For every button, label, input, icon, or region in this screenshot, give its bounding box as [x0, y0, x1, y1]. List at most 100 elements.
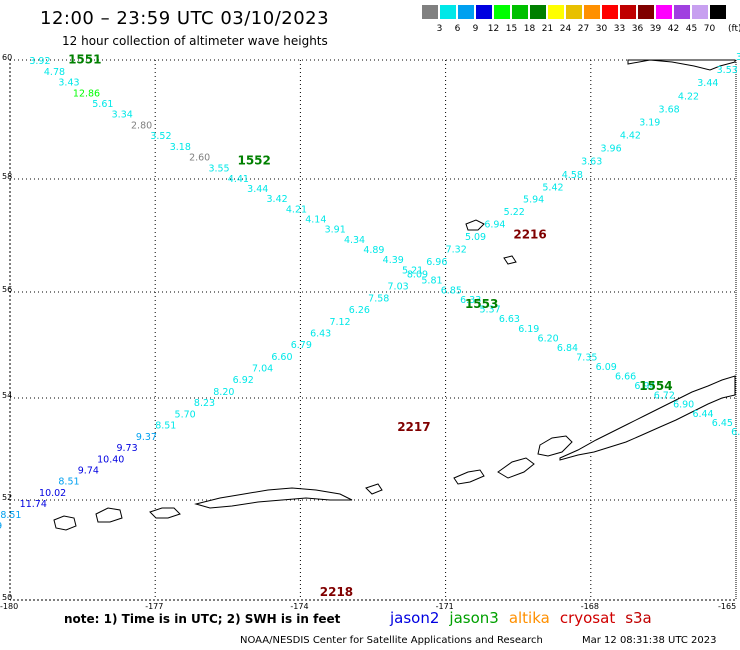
satellite-name: jason2 [390, 609, 440, 627]
legend-label: 27 [577, 24, 590, 34]
wave-height-label: 3.44 [247, 184, 268, 195]
wave-height-label: 6.26 [349, 305, 370, 316]
wave-height-label: 5.22 [504, 207, 525, 218]
wave-height-label: 4.78 [44, 67, 65, 78]
legend-swatch [548, 5, 565, 19]
nunivak-coast [627, 59, 736, 71]
wave-height-label: 6.63 [499, 314, 520, 325]
wave-height-label: 3.34 [112, 110, 133, 121]
wave-height-label: 5.70 [175, 409, 196, 420]
wave-height-label: 9.37 [136, 432, 157, 443]
latitude-label: 50 [2, 593, 13, 602]
wave-height-label: 3.63 [581, 157, 602, 168]
wave-height-label: 4.34 [344, 235, 365, 246]
pass-number-label: 2216 [513, 227, 546, 241]
wave-height-label: 6.96 [426, 257, 447, 268]
wave-height-label: 6.44 [692, 409, 713, 420]
timestamp-text: Mar 12 08:31:38 UTC 2023 [582, 635, 717, 646]
wave-height-label: 5.37 [479, 305, 500, 316]
satellite-name: cryosat [559, 609, 616, 627]
near-islands [95, 507, 123, 523]
wave-height-label: 7.35 [576, 352, 597, 363]
legend-swatch [566, 5, 583, 19]
wave-height-label: 8.09 [407, 269, 428, 280]
legend-swatch [602, 5, 619, 19]
wave-height-label: 6.84 [557, 343, 578, 354]
legend-label: 45 [685, 24, 698, 34]
wave-height-label: 3.52 [150, 131, 171, 142]
legend-label: 70 [703, 24, 716, 34]
legend-label: 36 [631, 24, 644, 34]
pass-labels: 1551 1552 1553 1554 2216 2217 2218 [68, 53, 673, 599]
wave-height-label: 12.86 [73, 88, 100, 99]
wave-height-label: 6.45 [712, 418, 733, 429]
wave-height-label: 4.21 [286, 204, 307, 215]
pass-number-label: 2217 [397, 420, 430, 434]
latitude-label: 60 [2, 53, 13, 62]
wave-height-label: 6.60 [271, 352, 292, 363]
wave-height-label: 5.94 [523, 195, 544, 206]
latitude-label: 52 [2, 493, 13, 502]
legend-swatch [422, 5, 439, 19]
wave-height-label: 3.43 [58, 78, 79, 89]
wave-height-label: 10.40 [97, 454, 124, 465]
map-grid [9, 59, 737, 601]
wave-height-label: 8.99 [0, 521, 2, 532]
pass-number-label: 1554 [639, 379, 672, 393]
wave-height-label: 6.92 [233, 375, 254, 386]
wave-height-label: 6.90 [673, 400, 694, 411]
wave-height-label: 4.41 [228, 174, 249, 185]
legend-label: 30 [595, 24, 608, 34]
wave-height-label: 5.61 [92, 99, 113, 110]
legend-swatch [656, 5, 673, 19]
wave-height-label: 4.89 [363, 245, 384, 256]
wave-height-label: 6.09 [596, 362, 617, 373]
longitude-label: -168 [580, 602, 599, 611]
wave-height-label: 5.81 [421, 276, 442, 287]
wave-height-label: 3.18 [170, 142, 191, 153]
pass-number-label: 1551 [68, 53, 101, 67]
wave-height-label: 6.85 [441, 286, 462, 297]
legend-label: 15 [505, 24, 518, 34]
legend-label: 21 [541, 24, 554, 34]
legend-swatch [638, 5, 655, 19]
wave-height-label: 3.42 [267, 194, 288, 205]
wave-height-points: 3.924.783.4312.865.613.342.803.523.182.6… [0, 52, 740, 532]
satellite-name: jason3 [449, 609, 499, 627]
wave-height-map: 3.924.783.4312.865.613.342.803.523.182.6… [0, 52, 740, 601]
legend-swatch [440, 5, 457, 19]
latitude-label: 58 [2, 172, 13, 181]
wave-height-label: 6.66 [615, 371, 636, 382]
pass-number-label: 1552 [237, 154, 270, 168]
longitude-label: -174 [290, 602, 309, 611]
legend-label: 39 [649, 24, 662, 34]
unimak-island [537, 435, 573, 457]
wave-height-label: 6.72 [654, 391, 675, 402]
wave-height-label: 7.58 [368, 294, 389, 305]
wave-height-label: 8.51 [58, 477, 79, 488]
legend-swatch [494, 5, 511, 19]
legend-label: 24 [559, 24, 572, 34]
wave-height-label: 6.79 [291, 340, 312, 351]
legend-swatch [530, 5, 547, 19]
legend-label: 6 [454, 24, 461, 34]
legend-swatch [692, 5, 709, 19]
wave-height-label: 6.20 [538, 333, 559, 344]
wave-height-label: 4.58 [562, 170, 583, 181]
wave-height-label: 7.32 [446, 244, 467, 255]
wave-height-label: 9.73 [116, 443, 137, 454]
wave-height-label: 3.91 [325, 225, 346, 236]
attu-island [53, 515, 77, 531]
longitude-label: -165 [718, 602, 737, 611]
legend-label: 33 [613, 24, 626, 34]
satellite-name: s3a [625, 609, 652, 627]
credit-text: NOAA/NESDIS Center for Satellite Applica… [240, 635, 543, 646]
wave-height-label: 7.12 [329, 317, 350, 328]
rat-islands [149, 507, 181, 519]
wave-height-label: 3.19 [639, 117, 660, 128]
wave-height-label: 3.44 [697, 78, 718, 89]
legend-label: 3 [436, 24, 443, 34]
legend-label: 18 [523, 24, 536, 34]
wave-height-label: 6.94 [484, 220, 505, 231]
legend-label: 12 [487, 24, 500, 34]
